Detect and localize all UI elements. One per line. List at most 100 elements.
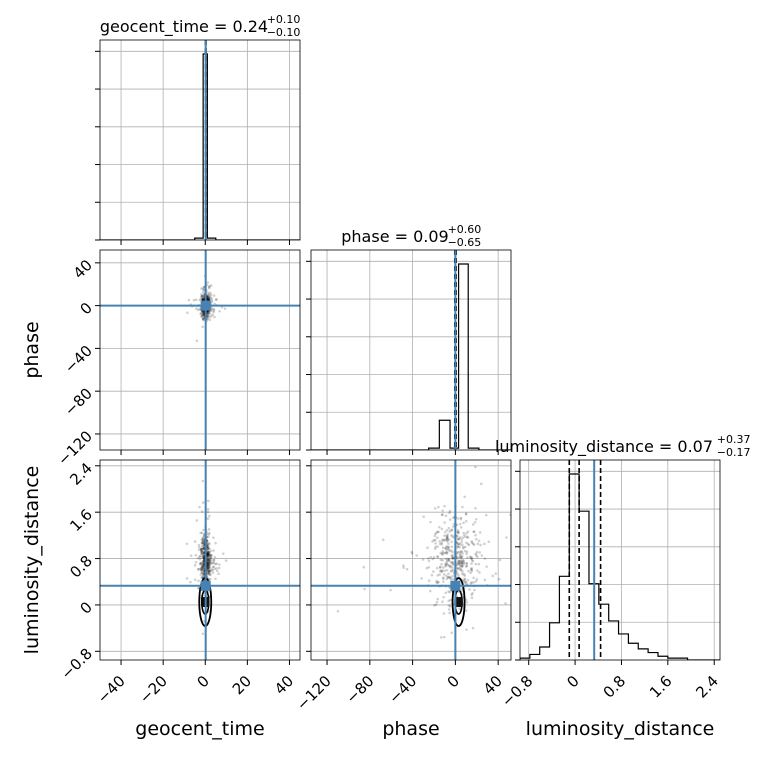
y-tick-label: 1.6 <box>66 505 96 535</box>
scatter-point <box>460 541 463 544</box>
scatter-point <box>206 311 210 315</box>
scatter-point <box>192 298 196 302</box>
scatter-point <box>185 542 189 546</box>
scatter-point <box>474 517 478 521</box>
scatter-point <box>199 548 203 551</box>
scatter-point <box>457 537 461 541</box>
scatter-point <box>206 572 209 576</box>
scatter-point <box>460 550 463 554</box>
scatter-point <box>208 531 211 535</box>
scatter-point <box>206 550 210 554</box>
scatter-point <box>427 579 431 582</box>
scatter-point <box>452 525 455 528</box>
scatter-point <box>202 565 205 568</box>
scatter-point <box>459 517 463 521</box>
scatter-point <box>202 562 206 566</box>
scatter-point <box>200 567 204 571</box>
scatter-point <box>200 314 204 318</box>
panel-frame <box>99 39 301 241</box>
density-core <box>455 597 463 608</box>
scatter-point <box>208 569 211 572</box>
scatter-point <box>206 562 209 566</box>
scatter-point <box>207 571 211 574</box>
scatter-point <box>440 541 444 544</box>
scatter-point <box>468 588 471 591</box>
scatter-point <box>206 543 210 547</box>
scatter-point <box>469 556 473 559</box>
scatter-point <box>206 517 210 520</box>
scatter-point <box>465 552 468 556</box>
scatter-point <box>201 541 204 544</box>
scatter-point <box>447 558 450 562</box>
scatter-point <box>200 310 204 314</box>
scatter-point <box>441 576 445 579</box>
scatter-point <box>224 559 228 562</box>
scatter-point <box>207 296 211 300</box>
scatter-point <box>208 514 211 518</box>
scatter-point <box>446 539 450 542</box>
scatter-point <box>448 611 451 615</box>
scatter-point <box>201 539 205 542</box>
scatter-point <box>459 557 463 560</box>
scatter-point <box>438 565 442 569</box>
scatter-point <box>213 555 217 559</box>
scatter-point <box>208 558 211 562</box>
scatter-point <box>202 567 206 571</box>
scatter-point <box>201 551 205 554</box>
x-tick-label: −40 <box>385 672 420 707</box>
scatter-point <box>445 534 448 538</box>
scatter-point <box>437 530 440 534</box>
scatter-point <box>451 566 454 569</box>
scatter-point <box>457 542 461 545</box>
scatter-point <box>201 310 204 313</box>
scatter-point <box>208 573 211 576</box>
scatter-point <box>208 553 211 557</box>
scatter-point <box>441 600 444 604</box>
scatter-point <box>415 554 419 557</box>
scatter-point <box>207 610 211 613</box>
scatter-point <box>446 533 449 536</box>
scatter-point <box>433 547 437 551</box>
panel-frame <box>310 459 512 661</box>
scatter-point <box>207 533 210 536</box>
scatter-point <box>458 607 461 611</box>
scatter-point <box>202 547 206 551</box>
scatter-point <box>200 552 203 555</box>
scatter-point <box>438 525 441 529</box>
panel-content <box>311 250 511 450</box>
scatter-point <box>476 542 480 546</box>
scatter-point <box>460 561 464 564</box>
scatter-point <box>209 553 213 557</box>
scatter-point <box>193 578 197 582</box>
scatter-point <box>206 554 210 558</box>
scatter-point <box>450 554 454 558</box>
scatter-point <box>427 565 431 569</box>
scatter-point <box>442 573 446 576</box>
scatter-point <box>460 564 464 568</box>
scatter-point <box>207 558 210 561</box>
scatter-point <box>448 530 451 533</box>
scatter-point <box>435 581 439 585</box>
scatter-point <box>208 542 211 546</box>
scatter-point <box>185 577 189 580</box>
scatter-point <box>200 568 203 572</box>
scatter-point <box>201 574 205 577</box>
scatter-point <box>458 545 462 549</box>
scatter-point <box>206 560 210 563</box>
scatter-point <box>473 521 477 524</box>
scatter-point <box>202 547 205 551</box>
scatter-point <box>212 549 215 552</box>
scatter-point <box>201 560 205 564</box>
scatter-point <box>505 536 508 539</box>
scatter-point <box>207 294 210 297</box>
scatter-point <box>206 561 209 565</box>
scatter-point <box>470 581 473 584</box>
scatter-point <box>440 570 443 573</box>
scatter-point <box>456 530 460 534</box>
scatter-point <box>443 534 446 537</box>
scatter-point <box>206 561 210 565</box>
scatter-point <box>215 298 218 301</box>
scatter-point <box>201 317 205 320</box>
scatter-point <box>452 561 455 564</box>
scatter-point <box>458 522 462 526</box>
